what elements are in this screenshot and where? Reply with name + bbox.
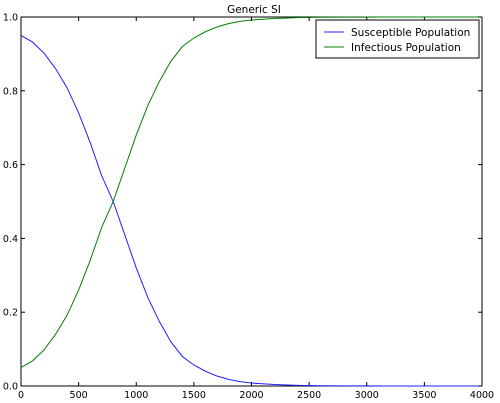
x-tick-label-5: 2500 xyxy=(297,390,321,401)
x-tick-label-4: 2000 xyxy=(239,390,263,401)
y-tick-label-1: 0.2 xyxy=(3,308,18,319)
legend-label-0: Susceptible Population xyxy=(351,27,470,39)
y-tick-label-2: 0.4 xyxy=(3,234,18,245)
x-tick-label-0: 0 xyxy=(18,390,24,401)
y-tick-label-5: 1.0 xyxy=(3,13,18,24)
plot-frame xyxy=(20,16,483,387)
x-tick-label-7: 3500 xyxy=(412,390,436,401)
plot-area xyxy=(20,16,483,387)
legend: Susceptible Population Infectious Populat… xyxy=(315,19,480,59)
legend-box xyxy=(315,19,480,59)
x-tick-label-1: 500 xyxy=(70,390,88,401)
x-tick-label-2: 1000 xyxy=(124,390,148,401)
legend-label-1: Infectious Population xyxy=(351,42,461,54)
x-tick-label-8: 4000 xyxy=(470,390,494,401)
y-tick-label-0: 0.0 xyxy=(3,382,18,393)
ticks-layer: 0 500 1000 1500 2000 2500 3000 3500 4000 0.0 0.2 0.… xyxy=(3,13,494,402)
x-tick-label-6: 3000 xyxy=(355,390,379,401)
y-tick-label-4: 0.8 xyxy=(3,86,18,97)
x-tick-label-3: 1500 xyxy=(182,390,206,401)
chart-title: Generic SI xyxy=(227,4,281,16)
y-tick-label-3: 0.6 xyxy=(3,160,18,171)
